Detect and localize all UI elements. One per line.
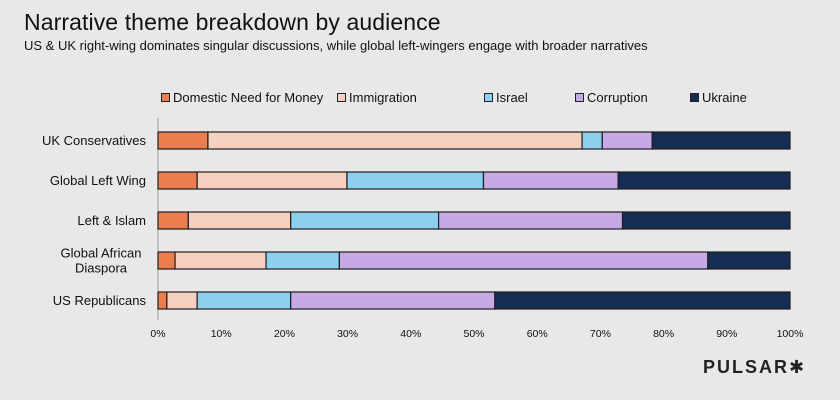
bar-segment — [617, 171, 791, 190]
bar-segment — [581, 131, 603, 150]
legend-item: Domestic Need for Money — [161, 90, 323, 105]
bar-segment — [157, 251, 176, 270]
legend-label: Ukraine — [702, 90, 747, 105]
category-label: UK Conservatives — [42, 133, 147, 148]
legend-item: Israel — [484, 90, 528, 105]
legend-item: Ukraine — [690, 90, 747, 105]
legend-label: Israel — [496, 90, 528, 105]
chart-title: Narrative theme breakdown by audience — [24, 9, 441, 35]
legend-label: Domestic Need for Money — [173, 90, 324, 105]
bar-segment — [494, 291, 791, 310]
category-label: Left & Islam — [77, 213, 146, 228]
bar-segment — [621, 211, 791, 230]
legend-label: Corruption — [587, 90, 648, 105]
bar-segment — [157, 131, 209, 150]
x-tick-label: 20% — [274, 328, 295, 340]
x-tick-label: 70% — [590, 328, 611, 340]
bar-segment — [196, 291, 292, 310]
chart-subtitle: US & UK right-wing dominates singular di… — [24, 38, 648, 53]
bar-segment — [196, 171, 348, 190]
bar-segment — [482, 171, 619, 190]
x-tick-label: 100% — [777, 328, 804, 340]
bar-segment — [166, 291, 198, 310]
bar-segment — [174, 251, 267, 270]
bar-segment — [438, 211, 624, 230]
bar-segment — [157, 171, 198, 190]
legend-swatch — [161, 93, 170, 102]
x-tick-label: 10% — [211, 328, 232, 340]
bar-segment — [290, 291, 496, 310]
legend-swatch — [337, 93, 346, 102]
legend-item: Immigration — [337, 90, 417, 105]
bar-segment — [601, 131, 653, 150]
pulsar-logo: PULSAR✱ — [703, 357, 807, 377]
x-tick-label: 50% — [463, 328, 484, 340]
legend-label: Immigration — [349, 90, 417, 105]
bar-segment — [651, 131, 791, 150]
x-tick-label: 30% — [337, 328, 358, 340]
x-tick-label: 90% — [716, 328, 737, 340]
bar-segment — [207, 131, 583, 150]
bar-segment — [338, 251, 709, 270]
x-tick-label: 60% — [527, 328, 548, 340]
bar-segment — [157, 291, 168, 310]
x-tick-label: 0% — [150, 328, 165, 340]
x-tick-label: 80% — [653, 328, 674, 340]
bar-segment — [187, 211, 292, 230]
legend: Domestic Need for Money Immigration Israel… — [0, 90, 840, 108]
bar-segment — [707, 251, 791, 270]
category-label: Global Left Wing — [50, 173, 146, 188]
bar-segment — [157, 211, 189, 230]
legend-item: Corruption — [575, 90, 648, 105]
legend-swatch — [484, 93, 493, 102]
bar-segment — [265, 251, 340, 270]
legend-swatch — [575, 93, 584, 102]
category-label: US Republicans — [53, 293, 147, 308]
bar-segment — [346, 171, 485, 190]
category-label: Global African Diaspora — [61, 246, 142, 276]
bar-segment — [290, 211, 440, 230]
x-tick-label: 40% — [400, 328, 421, 340]
legend-swatch — [690, 93, 699, 102]
